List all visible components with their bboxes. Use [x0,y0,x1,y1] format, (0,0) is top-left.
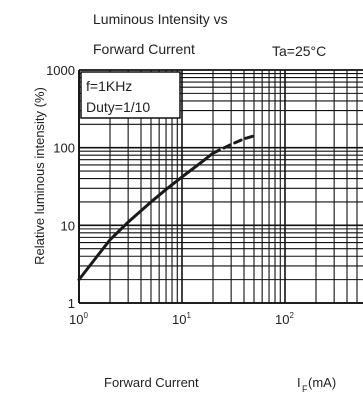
x-tick-label: 101 [172,311,191,327]
y-tick-label: 1000 [46,63,75,78]
series-lines [77,134,256,282]
x-tick-label: 102 [275,311,294,327]
x-axis-unit: I F (mA) [297,375,336,394]
y-tick-label: 10 [61,218,75,233]
y-tick-label: 100 [53,141,75,156]
x-axis-label: Forward Current [104,375,199,390]
x-axis-unit-suffix: (mA) [308,375,336,390]
y-axis-label: Relative luminous intensity (%) [32,87,47,265]
series-line-solid [77,151,215,282]
x-axis-unit-subscript: F [302,384,308,394]
y-tick-label: 1 [68,296,75,311]
legend-box-frame [80,71,181,119]
legend-box: f=1KHz Duty=1/10 [80,71,181,119]
chart-title-line-1: Luminous Intensity vs [93,11,228,27]
tick-labels: 1 10 100 1000 100 101 102 [46,63,294,327]
condition-label: Ta=25°C [272,43,326,59]
series-line-dashed [211,134,256,155]
x-tick-label: 100 [69,311,88,327]
legend-line-2: Duty=1/10 [86,99,150,115]
x-axis-unit-symbol: I [297,375,301,390]
legend-line-1: f=1KHz [86,78,132,94]
chart-title-line-2: Forward Current [93,41,195,57]
